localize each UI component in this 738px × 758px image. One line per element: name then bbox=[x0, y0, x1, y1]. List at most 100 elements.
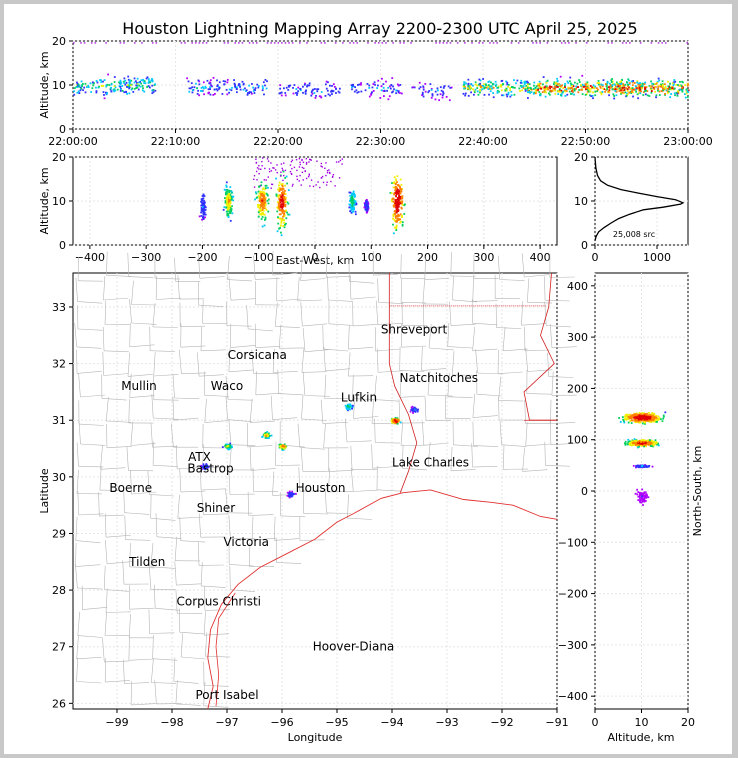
source-point bbox=[279, 87, 282, 90]
source-point bbox=[204, 206, 207, 209]
source-point bbox=[301, 171, 304, 174]
source-point bbox=[351, 407, 354, 410]
source-point bbox=[530, 87, 532, 90]
source-point bbox=[127, 84, 129, 87]
source-point bbox=[492, 42, 495, 44]
source-point bbox=[280, 205, 283, 208]
source-point bbox=[644, 465, 647, 468]
source-point bbox=[235, 91, 238, 94]
source-point bbox=[284, 196, 287, 199]
source-point bbox=[237, 84, 240, 87]
source-point bbox=[301, 158, 303, 161]
source-point bbox=[658, 418, 661, 421]
source-point bbox=[353, 90, 356, 93]
source-point bbox=[625, 418, 628, 421]
source-point bbox=[640, 443, 643, 445]
source-point bbox=[202, 197, 205, 200]
county-line bbox=[547, 352, 549, 377]
source-point bbox=[100, 81, 103, 83]
source-point bbox=[350, 84, 353, 87]
x-tick-label: −200 bbox=[187, 251, 217, 264]
y-tick-label: −300 bbox=[558, 639, 588, 652]
source-point bbox=[280, 171, 282, 173]
source-point bbox=[642, 500, 644, 503]
source-point bbox=[330, 90, 333, 93]
source-point bbox=[487, 88, 490, 90]
source-point bbox=[477, 93, 480, 96]
source-point bbox=[230, 89, 233, 92]
county-line bbox=[526, 393, 552, 395]
source-point bbox=[513, 93, 516, 96]
source-point bbox=[638, 412, 641, 414]
source-point bbox=[638, 493, 641, 496]
source-point bbox=[652, 415, 655, 418]
source-point bbox=[505, 89, 508, 92]
source-point bbox=[643, 442, 646, 445]
source-point bbox=[205, 464, 207, 467]
y-tick-label: −400 bbox=[558, 690, 588, 703]
source-point bbox=[655, 96, 657, 99]
source-point bbox=[424, 90, 427, 93]
source-point bbox=[450, 86, 453, 89]
source-point bbox=[489, 90, 492, 93]
source-point bbox=[642, 94, 645, 96]
source-point bbox=[278, 200, 281, 203]
source-point bbox=[476, 90, 479, 93]
source-point bbox=[210, 84, 213, 87]
source-point bbox=[636, 446, 639, 449]
source-point bbox=[253, 178, 255, 181]
source-point bbox=[394, 209, 397, 212]
county-line bbox=[450, 446, 453, 471]
source-point bbox=[639, 416, 641, 418]
x-tick-label: −96 bbox=[270, 716, 293, 729]
source-point bbox=[142, 78, 145, 81]
source-point bbox=[654, 83, 657, 86]
source-point bbox=[601, 90, 604, 93]
county-line bbox=[227, 279, 253, 282]
source-point bbox=[415, 409, 418, 411]
source-point bbox=[464, 92, 467, 95]
source-point bbox=[627, 441, 630, 443]
source-point bbox=[634, 492, 637, 495]
source-point bbox=[121, 85, 124, 87]
county-line bbox=[328, 299, 354, 302]
source-point bbox=[266, 194, 269, 197]
source-point bbox=[648, 439, 651, 442]
source-point bbox=[84, 91, 87, 94]
source-point bbox=[652, 416, 655, 419]
y-tick-label: 28 bbox=[52, 584, 66, 597]
source-point bbox=[346, 406, 349, 409]
source-point bbox=[391, 200, 393, 203]
source-point bbox=[645, 495, 648, 498]
source-point bbox=[293, 493, 295, 496]
source-point bbox=[396, 417, 399, 420]
source-point bbox=[422, 86, 425, 89]
source-point bbox=[464, 42, 466, 44]
county-line bbox=[344, 418, 348, 443]
source-point bbox=[198, 215, 201, 218]
source-point bbox=[230, 445, 233, 447]
source-point bbox=[392, 182, 395, 184]
source-point bbox=[388, 95, 391, 98]
source-point bbox=[253, 92, 256, 94]
source-point bbox=[645, 440, 648, 442]
county-line bbox=[77, 587, 103, 590]
source-point bbox=[284, 189, 286, 192]
county-line bbox=[375, 442, 401, 444]
source-point bbox=[137, 81, 140, 84]
county-line bbox=[99, 489, 125, 491]
source-point bbox=[349, 204, 352, 207]
source-point bbox=[291, 494, 294, 497]
source-point bbox=[658, 94, 661, 96]
source-point bbox=[374, 83, 376, 86]
source-point bbox=[200, 214, 203, 217]
source-point bbox=[259, 190, 262, 193]
county-line bbox=[230, 298, 256, 301]
source-point bbox=[281, 194, 284, 197]
source-point bbox=[298, 166, 301, 168]
source-point bbox=[650, 88, 653, 91]
source-point bbox=[545, 88, 547, 91]
county-line bbox=[320, 399, 324, 424]
source-point bbox=[661, 80, 664, 83]
county-line bbox=[272, 471, 275, 496]
